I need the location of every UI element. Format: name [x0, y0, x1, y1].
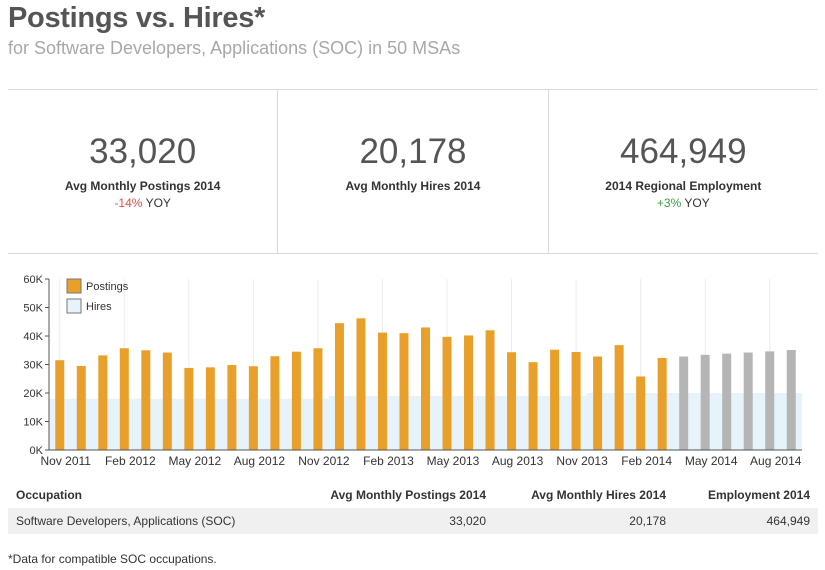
x-tick-label: Nov 2011 [41, 454, 92, 468]
x-tick-label: Aug 2012 [234, 454, 286, 468]
postings-bar [291, 351, 301, 450]
postings-bar [765, 351, 775, 450]
postings-bar [205, 367, 215, 450]
table-row: Software Developers, Applications (SOC) … [8, 508, 818, 534]
y-tick-label: 40K [23, 331, 43, 343]
postings-bar [700, 354, 710, 450]
y-tick-label: 60K [23, 274, 43, 286]
legend-swatch [66, 298, 82, 314]
postings-bar [334, 323, 344, 450]
kpi-employment: 464,949 2014 Regional Employment +3% YOY [547, 90, 818, 253]
cell-postings: 33,020 [449, 514, 486, 528]
postings-bar [657, 357, 667, 450]
kpi-change-value: -14% [114, 196, 143, 210]
kpi-label: 2014 Regional Employment [605, 179, 762, 193]
postings-bar [550, 349, 560, 450]
col-header-hires: Avg Monthly Hires 2014 [531, 488, 666, 502]
postings-bar [421, 327, 430, 450]
legend-label: Hires [86, 301, 112, 313]
postings-bar [485, 330, 495, 450]
y-tick-label: 0K [30, 445, 44, 457]
postings-bar [377, 332, 387, 450]
kpi-change: +3% YOY [549, 196, 818, 210]
postings-bar [507, 352, 517, 450]
page-title: Postings vs. Hires* [8, 2, 266, 34]
y-tick-label: 50K [23, 303, 43, 315]
postings-bar [399, 333, 409, 450]
kpi-label: Avg Monthly Postings 2014 [64, 179, 221, 193]
postings-bar [636, 376, 646, 450]
postings-bar [76, 365, 86, 450]
x-tick-label: Nov 2012 [298, 454, 350, 468]
x-tick-label: Aug 2013 [492, 454, 544, 468]
col-header-occupation: Occupation [16, 488, 83, 502]
kpi-change-suffix: YOY [684, 196, 710, 210]
postings-bar [571, 351, 581, 450]
postings-bar [141, 350, 151, 450]
kpi-postings: 33,020 Avg Monthly Postings 2014 -14% YO… [8, 90, 277, 253]
postings-bar [743, 352, 753, 450]
postings-bar [786, 349, 796, 450]
kpi-row: 33,020 Avg Monthly Postings 2014 -14% YO… [8, 89, 818, 254]
y-tick-label: 10K [23, 417, 43, 429]
x-tick-label: May 2014 [685, 454, 738, 468]
y-tick-label: 30K [23, 360, 43, 372]
cell-employment: 464,949 [766, 514, 810, 528]
postings-bar [55, 360, 65, 450]
col-header-employment: Employment 2014 [707, 488, 810, 502]
x-tick-label: Feb 2012 [105, 454, 156, 468]
page-subtitle: for Software Developers, Applications (S… [8, 38, 461, 58]
postings-bar [184, 367, 194, 450]
postings-bar [313, 348, 323, 450]
cell-hires: 20,178 [629, 514, 666, 528]
x-tick-label: Aug 2014 [750, 454, 802, 468]
legend-label: Postings [86, 281, 129, 293]
postings-bar [119, 348, 129, 450]
cell-occupation: Software Developers, Applications (SOC) [16, 514, 236, 528]
postings-bar [356, 318, 366, 450]
legend-swatch [66, 278, 82, 294]
kpi-label: Avg Monthly Hires 2014 [345, 179, 481, 193]
x-tick-label: May 2013 [427, 454, 480, 468]
postings-bar [679, 356, 689, 450]
chart-legend: Postings Hires [66, 278, 129, 314]
postings-bar [98, 355, 108, 450]
x-tick-label: Feb 2013 [363, 454, 414, 468]
footnote: *Data for compatible SOC occupations. [8, 552, 217, 566]
kpi-value: 464,949 [620, 132, 747, 171]
postings-bar [614, 345, 624, 450]
postings-bar [722, 353, 732, 450]
postings-bar [162, 352, 172, 450]
postings-bar [227, 365, 237, 450]
postings-bar [270, 356, 280, 450]
x-tick-label: Nov 2013 [556, 454, 608, 468]
postings-bar [528, 362, 538, 450]
x-tick-label: Feb 2014 [621, 454, 672, 468]
postings-bar [464, 335, 474, 450]
col-header-postings: Avg Monthly Postings 2014 [330, 488, 486, 502]
postings-bar [442, 336, 452, 450]
kpi-hires: 20,178 Avg Monthly Hires 2014 [277, 90, 547, 253]
kpi-change: -14% YOY [8, 196, 277, 210]
postings-bar [593, 356, 603, 450]
kpi-change-value: +3% [656, 196, 682, 210]
kpi-change-suffix: YOY [145, 196, 171, 210]
kpi-value: 20,178 [359, 132, 467, 171]
postings-bar [248, 366, 258, 450]
y-tick-label: 20K [23, 388, 43, 400]
occupation-table: Occupation Avg Monthly Postings 2014 Avg… [8, 482, 818, 534]
x-tick-label: May 2012 [168, 454, 221, 468]
table-header: Occupation Avg Monthly Postings 2014 Avg… [8, 482, 818, 508]
postings-hires-chart: 0K 10K 20K 30K 40K 50K 60K Nov 2011 Feb 2012 May … [23, 274, 802, 468]
kpi-value: 33,020 [89, 132, 197, 171]
